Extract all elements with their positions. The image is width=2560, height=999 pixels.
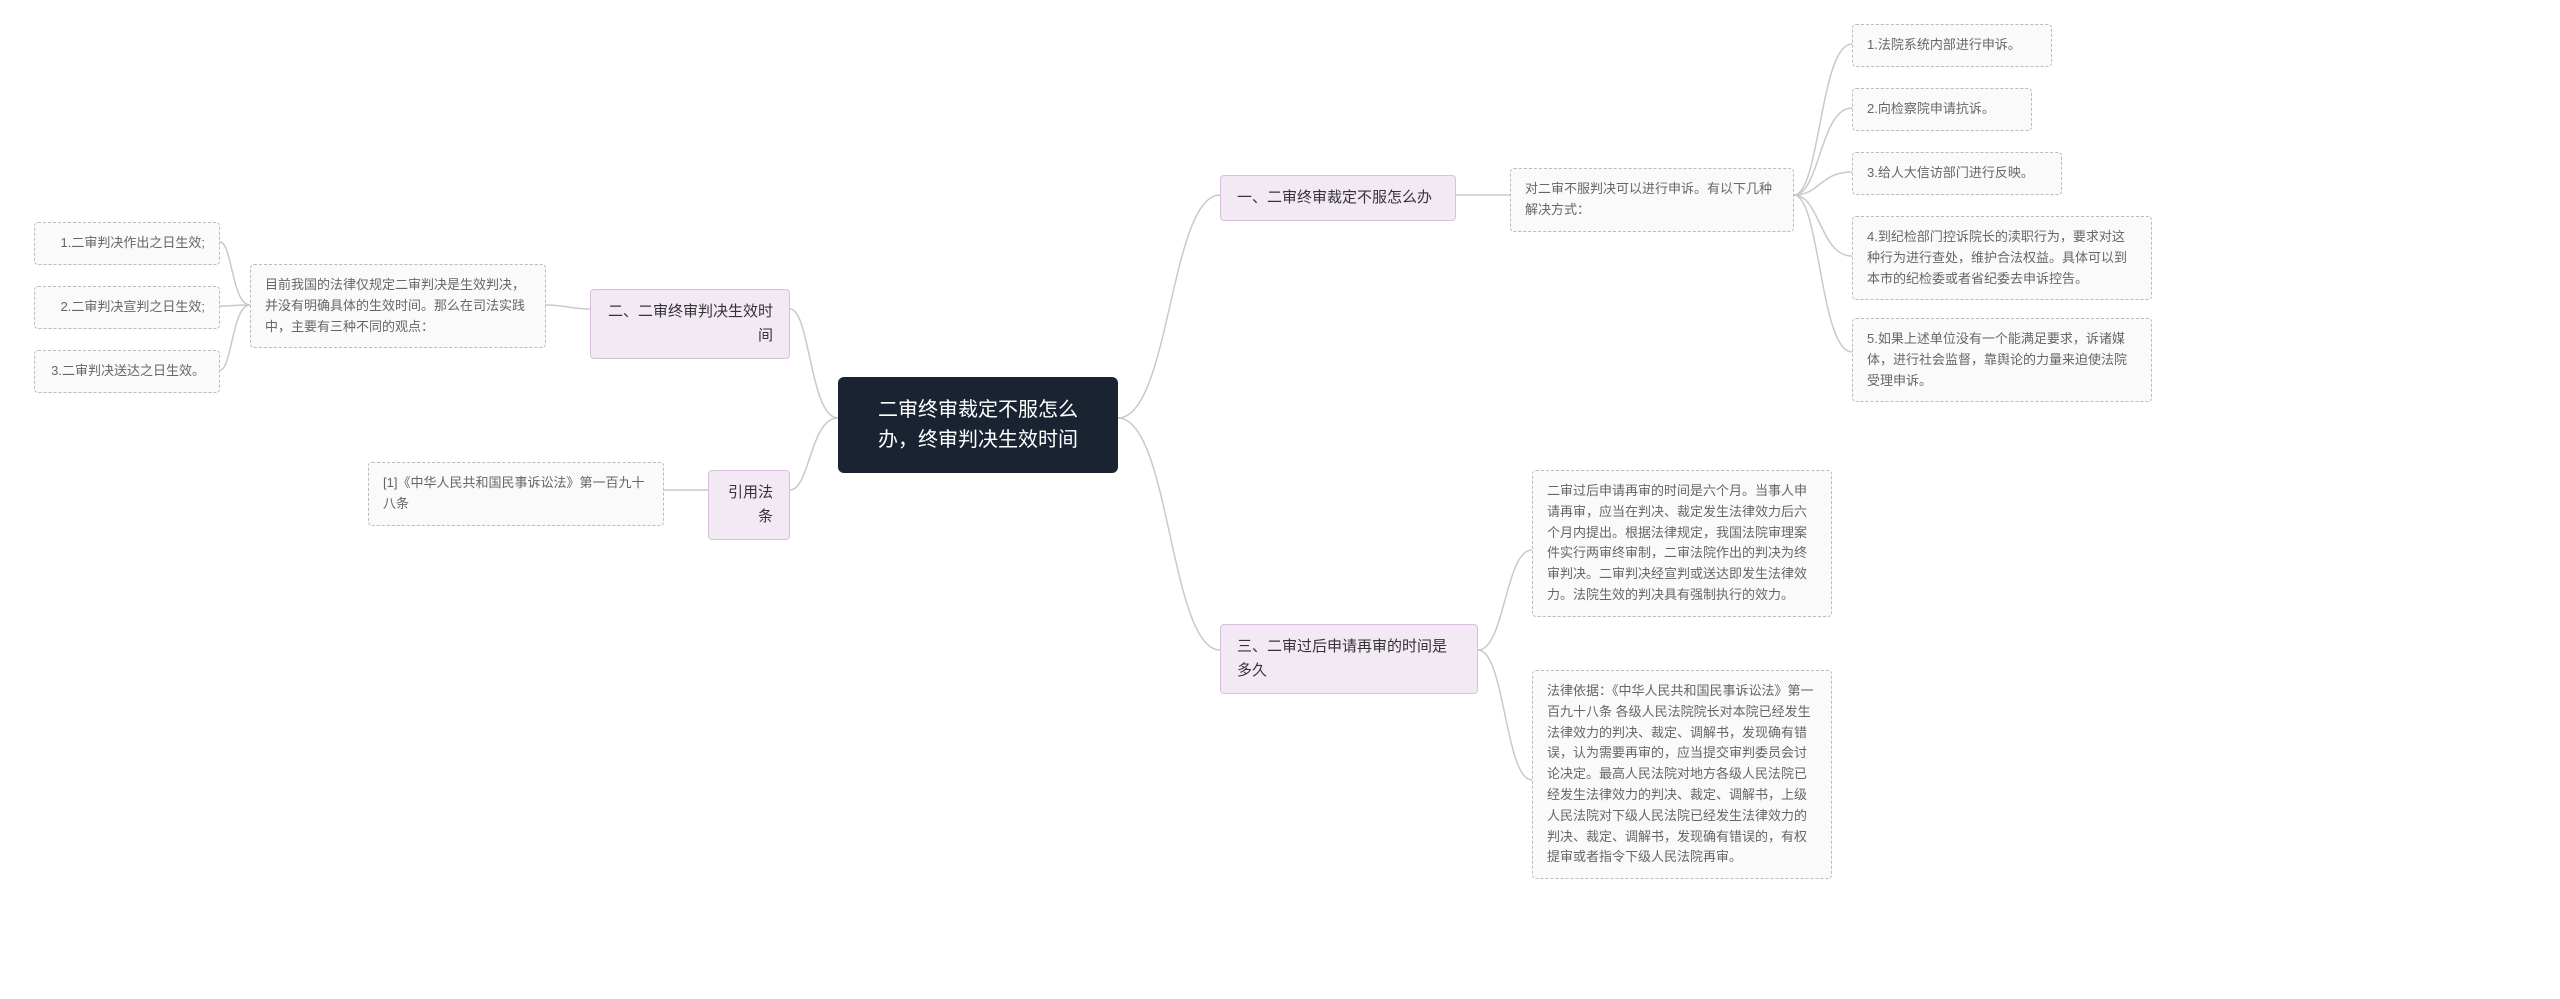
branch-2-item-3-text: 3.二审判决送达之日生效。 [51,363,205,378]
branch-2-item-2-text: 2.二审判决宣判之日生效; [61,299,205,314]
branch-2-item-1-text: 1.二审判决作出之日生效; [61,235,205,250]
branch-1: 一、二审终审裁定不服怎么办 [1220,175,1456,221]
branch-2-item-1: 1.二审判决作出之日生效; [34,222,220,265]
branch-1-sub-text: 对二审不服判决可以进行申诉。有以下几种解决方式： [1525,181,1772,217]
branch-1-item-2: 2.向检察院申请抗诉。 [1852,88,2032,131]
branch-1-item-3: 3.给人大信访部门进行反映。 [1852,152,2062,195]
branch-4-ref: [1]《中华人民共和国民事诉讼法》第一百九十八条 [368,462,664,526]
branch-1-sub: 对二审不服判决可以进行申诉。有以下几种解决方式： [1510,168,1794,232]
branch-2-item-2: 2.二审判决宣判之日生效; [34,286,220,329]
branch-2-label: 二、二审终审判决生效时间 [608,303,773,344]
branch-3-label: 三、二审过后申请再审的时间是多久 [1237,638,1447,679]
branch-1-label: 一、二审终审裁定不服怎么办 [1237,189,1432,206]
branch-1-item-1: 1.法院系统内部进行申诉。 [1852,24,2052,67]
branch-1-item-2-text: 2.向检察院申请抗诉。 [1867,101,1995,116]
branch-4-ref-text: [1]《中华人民共和国民事诉讼法》第一百九十八条 [383,475,644,511]
branch-1-item-5-text: 5.如果上述单位没有一个能满足要求，诉诸媒体，进行社会监督，靠舆论的力量来迫使法… [1867,331,2127,388]
branch-2-sub: 目前我国的法律仅规定二审判决是生效判决，并没有明确具体的生效时间。那么在司法实践… [250,264,546,348]
branch-1-item-4-text: 4.到纪检部门控诉院长的渎职行为，要求对这种行为进行查处，维护合法权益。具体可以… [1867,229,2127,286]
branch-3-p1-text: 二审过后申请再审的时间是六个月。当事人申请再审，应当在判决、裁定发生法律效力后六… [1547,483,1807,602]
branch-3-p2-text: 法律依据：《中华人民共和国民事诉讼法》第一百九十八条 各级人民法院院长对本院已经… [1547,683,1814,864]
branch-4-label: 引用法条 [728,484,773,525]
branch-2-sub-text: 目前我国的法律仅规定二审判决是生效判决，并没有明确具体的生效时间。那么在司法实践… [265,277,525,334]
branch-1-item-5: 5.如果上述单位没有一个能满足要求，诉诸媒体，进行社会监督，靠舆论的力量来迫使法… [1852,318,2152,402]
branch-1-item-3-text: 3.给人大信访部门进行反映。 [1867,165,2034,180]
branch-1-item-4: 4.到纪检部门控诉院长的渎职行为，要求对这种行为进行查处，维护合法权益。具体可以… [1852,216,2152,300]
branch-2: 二、二审终审判决生效时间 [590,289,790,359]
branch-4: 引用法条 [708,470,790,540]
branch-3-p2: 法律依据：《中华人民共和国民事诉讼法》第一百九十八条 各级人民法院院长对本院已经… [1532,670,1832,879]
branch-3: 三、二审过后申请再审的时间是多久 [1220,624,1478,694]
branch-1-item-1-text: 1.法院系统内部进行申诉。 [1867,37,2021,52]
root-text: 二审终审裁定不服怎么办，终审判决生效时间 [878,399,1078,451]
branch-3-p1: 二审过后申请再审的时间是六个月。当事人申请再审，应当在判决、裁定发生法律效力后六… [1532,470,1832,617]
root-node: 二审终审裁定不服怎么办，终审判决生效时间 [838,377,1118,473]
branch-2-item-3: 3.二审判决送达之日生效。 [34,350,220,393]
